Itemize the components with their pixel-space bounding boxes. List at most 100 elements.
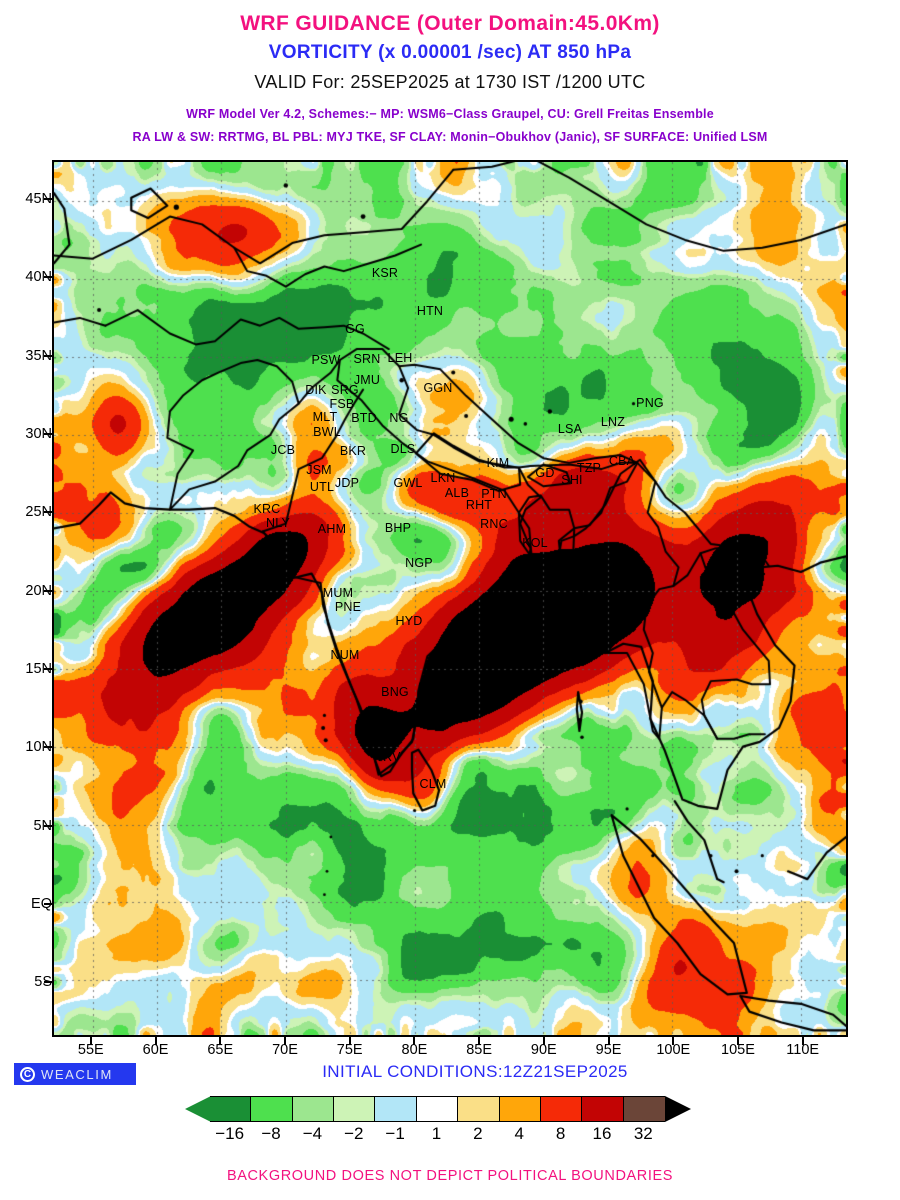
x-axis-tick-mark (154, 1037, 157, 1045)
x-axis-tick-mark (413, 1037, 416, 1045)
city-label: JDP (334, 476, 360, 490)
x-axis-tick-mark (736, 1037, 739, 1045)
model-scheme-line-1: WRF Model Ver 4.2, Schemes:− MP: WSM6−Cl… (186, 107, 714, 121)
x-axis-tick-label: 100E (656, 1042, 691, 1058)
city-label: NG (389, 411, 409, 425)
y-axis-tick-label: EQ (31, 895, 52, 912)
colorbar-tick-labels: −16 −8 −4 −2 −1 1 2 4 8 16 32 (185, 1124, 710, 1146)
weaclim-logo: C WEACLIM (14, 1063, 136, 1085)
city-label: SRN (353, 352, 381, 366)
city-label: TZP (576, 461, 602, 475)
city-label: VZG (457, 612, 485, 626)
city-label: LSA (557, 422, 583, 436)
colorbar-tick-label: 2 (473, 1124, 483, 1143)
vorticity-field-canvas (54, 162, 846, 1035)
city-label: COC (370, 733, 400, 747)
colorbar-band (458, 1096, 500, 1122)
city-label: GD (535, 466, 555, 480)
y-axis-tick-label: 25N (25, 504, 52, 521)
x-axis-tick-mark (478, 1037, 481, 1045)
x-axis-tick-mark (348, 1037, 351, 1045)
y-axis-tick-mark (44, 198, 53, 201)
city-label: SHI (561, 473, 583, 487)
y-axis-tick-label: 15N (25, 660, 52, 677)
y-axis-tick-label: 20N (25, 582, 52, 599)
copyright-icon: C (20, 1066, 35, 1082)
x-axis-tick-mark (283, 1037, 286, 1045)
colorbar-tick-label: 8 (555, 1124, 566, 1143)
x-axis-tick-mark (607, 1037, 610, 1045)
city-label: BWL (313, 425, 341, 439)
city-label: MLT (312, 410, 338, 424)
city-label-layer: KSR HTN GG PSW SRN LEH JMU GGN DIK SRG FSB MLT BTD NG… (54, 162, 846, 1035)
model-scheme-line-2: RA LW & SW: RRTMG, BL PBL: MYJ TKE, SF C… (132, 130, 768, 144)
colorbar-band (210, 1096, 252, 1122)
colorbar-tick-label: −1 (385, 1124, 405, 1143)
x-axis-tick-mark (542, 1037, 545, 1045)
y-axis-tick-mark (44, 276, 53, 279)
city-label: ALB (444, 486, 470, 500)
x-axis-tick-label: 105E (721, 1042, 755, 1058)
city-label: JSM (306, 463, 332, 477)
y-axis-tick-label: 10N (25, 739, 52, 756)
valid-time-label: VALID For: 25SEP2025 at 1730 IST /1200 U… (254, 72, 646, 92)
variable-subtitle: VORTICITY (x 0.00001 /sec) AT 850 hPa (268, 42, 632, 63)
x-axis-tick-label: 95E (595, 1042, 622, 1058)
city-label: FSB (329, 397, 355, 411)
colorbar-band (292, 1096, 335, 1122)
x-axis-tick-label: 80E (401, 1042, 428, 1058)
city-label: PNE (334, 600, 362, 614)
city-label: JCB (270, 443, 296, 457)
city-label: CBA (608, 454, 636, 468)
city-label: SRG (331, 383, 359, 397)
city-label: CLM (419, 777, 447, 791)
city-label: LNZ (600, 415, 626, 429)
city-label: NLY (266, 516, 290, 530)
x-axis-tick-label: 110E (786, 1042, 820, 1058)
city-label: GGN (423, 381, 453, 395)
city-label: DLS (390, 442, 416, 456)
city-label: KIM (486, 456, 510, 470)
y-axis-tick-label: 30N (25, 426, 52, 443)
city-label: GG (345, 322, 365, 336)
colorbar-tick-label: 4 (514, 1124, 524, 1143)
x-axis-tick-mark (219, 1037, 222, 1045)
y-axis-tick-mark (44, 354, 53, 357)
colorbar-under-arrow (185, 1096, 211, 1122)
city-label: TRV (375, 750, 401, 764)
city-label: GWL (393, 476, 423, 490)
y-axis-tick-mark (44, 981, 53, 984)
colorbar-tick-label: −4 (302, 1124, 323, 1143)
city-label: LKN (430, 471, 456, 485)
x-axis-tick-mark (801, 1037, 804, 1045)
x-axis-tick-mark (89, 1037, 92, 1045)
y-axis-tick-label: 5S (34, 974, 52, 991)
colorbar-band (540, 1096, 583, 1122)
colorbar-bottom-rule (210, 1121, 665, 1122)
city-label: KOL (522, 536, 548, 550)
x-axis-tick-mark (672, 1037, 675, 1045)
colorbar-tick-label: 1 (431, 1124, 442, 1143)
city-label: HTN (416, 304, 444, 318)
y-axis-tick-mark (44, 746, 53, 749)
colorbar-band (582, 1096, 624, 1122)
x-axis-tick-label: 65E (207, 1042, 234, 1058)
x-axis-tick-label: 75E (336, 1042, 363, 1058)
colorbar-band (416, 1096, 459, 1122)
city-label: AHM (317, 522, 347, 536)
vorticity-map: KSR HTN GG PSW SRN LEH JMU GGN DIK SRG FSB MLT BTD NG… (52, 160, 848, 1037)
y-axis-tick-mark (44, 433, 53, 436)
colorbar-bands (210, 1096, 665, 1122)
colorbar-top-rule (210, 1096, 665, 1097)
city-label: BNG (381, 685, 409, 699)
city-label: CHN (418, 679, 446, 693)
y-axis-tick-mark (44, 589, 53, 592)
colorbar-band (623, 1096, 665, 1122)
city-label: NUM (330, 648, 360, 662)
city-label: PTN (481, 487, 507, 501)
city-label: KSR (371, 266, 399, 280)
city-label: JMU (353, 373, 381, 387)
city-label: RNC (480, 517, 508, 531)
city-label: UTL (309, 480, 335, 494)
initial-conditions-label: INITIAL CONDITIONS:12Z21SEP2025 (322, 1062, 628, 1081)
